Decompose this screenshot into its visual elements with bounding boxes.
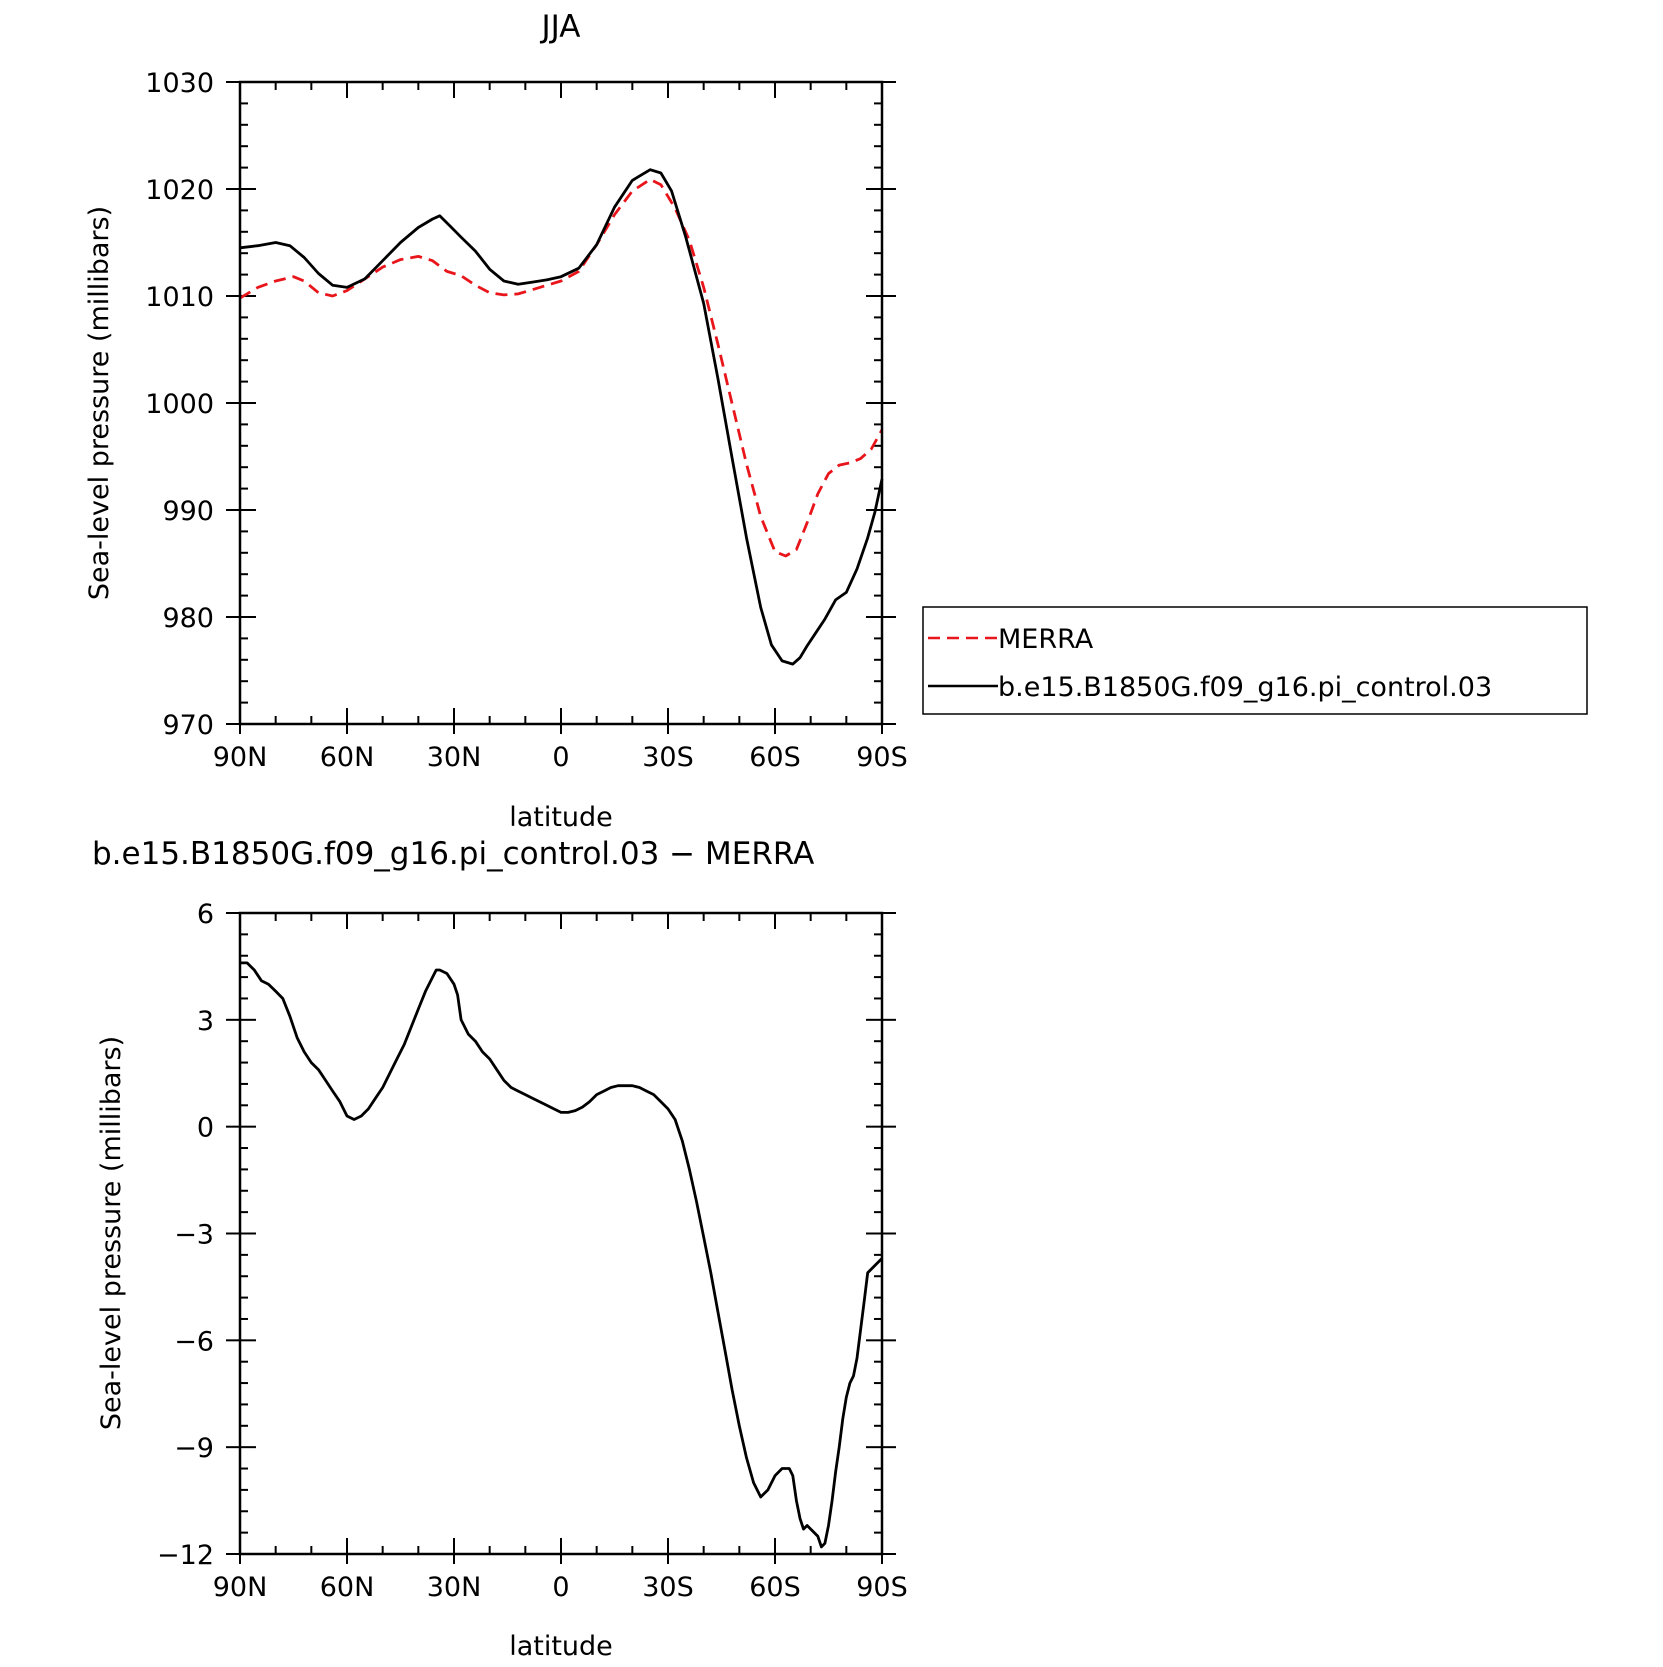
panel-top-series	[239, 168, 884, 666]
x-tick-label: 60S	[749, 742, 801, 773]
panel-bottom-xlabel: latitude	[509, 1631, 613, 1662]
y-tick-label: 1020	[145, 175, 214, 206]
panel-bottom-frame	[238, 911, 884, 1556]
legend: MERRA b.e15.B1850G.f09_g16.pi_control.03	[922, 606, 1588, 715]
panel-bottom-ticks	[226, 912, 896, 1564]
y-tick-label: −12	[157, 1540, 214, 1571]
x-tick-label: 90N	[213, 742, 268, 773]
panel-top: JJA 90N 60N 30N 0 30S 60S 90S 970 980 990 1000 1010…	[84, 9, 908, 833]
x-tick-label: 90S	[856, 1572, 908, 1603]
panel-bottom-tick-labels: 90N 60N 30N 0 30S 60S 90S −12 −9 −6 −3 0 3 6	[157, 899, 908, 1603]
panel-bottom-title: b.e15.B1850G.f09_g16.pi_control.03 − MER…	[92, 836, 814, 872]
x-tick-label: 90S	[856, 742, 908, 773]
y-tick-label: −6	[174, 1326, 214, 1357]
y-tick-label: 1010	[145, 282, 214, 313]
panel-top-frame	[238, 80, 884, 726]
x-tick-label: 60N	[320, 1572, 375, 1603]
panel-bottom-ylabel: Sea-level pressure (millibars)	[96, 1036, 127, 1430]
x-tick-label: 30N	[427, 1572, 482, 1603]
legend-frame	[922, 606, 1588, 715]
panel-top-title: JJA	[540, 9, 581, 45]
x-tick-label: 60S	[749, 1572, 801, 1603]
panel-bottom: b.e15.B1850G.f09_g16.pi_control.03 − MER…	[92, 836, 908, 1662]
y-tick-label: 0	[197, 1113, 214, 1144]
series-line-0	[239, 178, 884, 558]
y-tick-label: 990	[162, 496, 214, 527]
y-tick-label: 1000	[145, 389, 214, 420]
series-line-0	[240, 961, 883, 1549]
panel-top-ticks	[226, 81, 896, 734]
panel-top-xlabel: latitude	[509, 802, 613, 833]
panel-top-tick-labels: 90N 60N 30N 0 30S 60S 90S 970 980 990 1000 1010 1020…	[145, 68, 907, 773]
y-tick-label: −9	[174, 1433, 214, 1464]
series-line-1	[239, 168, 884, 666]
x-tick-label: 30S	[642, 742, 694, 773]
panel-bottom-series	[240, 961, 883, 1549]
y-tick-label: −3	[174, 1220, 214, 1251]
x-tick-label: 30N	[427, 742, 482, 773]
legend-label-merra: MERRA	[998, 624, 1094, 655]
legend-label-control: b.e15.B1850G.f09_g16.pi_control.03	[998, 672, 1492, 703]
x-tick-label: 0	[552, 742, 569, 773]
x-tick-label: 60N	[320, 742, 375, 773]
panel-top-ylabel: Sea-level pressure (millibars)	[84, 206, 115, 600]
y-tick-label: 3	[197, 1006, 214, 1037]
x-tick-label: 30S	[642, 1572, 694, 1603]
y-tick-label: 970	[162, 710, 214, 741]
y-tick-label: 6	[197, 899, 214, 930]
x-tick-label: 0	[552, 1572, 569, 1603]
x-tick-label: 90N	[213, 1572, 268, 1603]
y-tick-label: 980	[162, 603, 214, 634]
y-tick-label: 1030	[145, 68, 214, 99]
